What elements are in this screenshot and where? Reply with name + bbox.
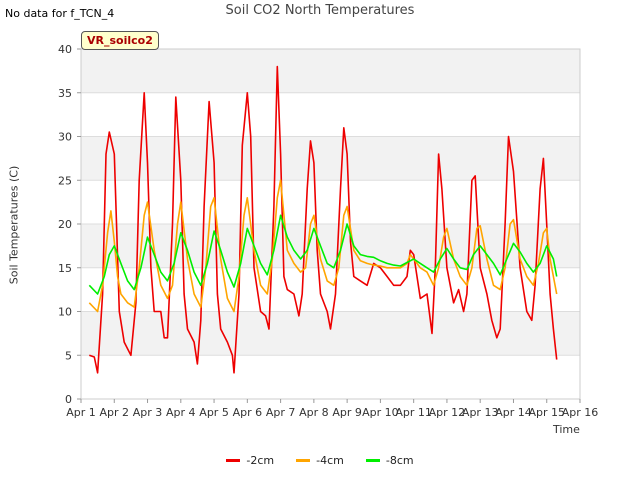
y-tick-label: 15 (58, 262, 72, 275)
x-tick-label: Apr 2 (100, 406, 130, 419)
legend-label-4cm: -4cm (316, 454, 344, 467)
y-tick-label: 35 (58, 87, 72, 100)
series-layer (88, 65, 558, 374)
y-tick-label: 30 (58, 131, 72, 144)
series-line-2cm (89, 65, 558, 374)
x-tick-label: Apr 15 (528, 406, 565, 419)
x-tick-label: Apr 11 (395, 406, 432, 419)
legend-item-8cm: -8cm (365, 454, 414, 467)
x-tick-label: Apr 8 (299, 406, 329, 419)
x-tick-label: Apr 9 (332, 406, 362, 419)
y-tick-label: 5 (65, 349, 72, 362)
legend-label-2cm: -2cm (246, 454, 275, 467)
legend-swatch-2cm (226, 459, 241, 462)
x-tick-label: Apr 14 (495, 406, 532, 419)
y-axis-label-text: Soil Temperatures (C) (7, 165, 21, 285)
x-tick-label: Apr 1 (66, 406, 96, 419)
y-tick-label: 25 (58, 174, 72, 187)
site-label-badge: VR_soilco2 (81, 31, 159, 50)
x-tick-label: Apr 6 (233, 406, 263, 419)
x-tick-label: Apr 13 (462, 406, 499, 419)
y-tick-label: 0 (65, 393, 72, 406)
plot-band (81, 311, 580, 356)
legend: -2cm -4cm -8cm (0, 454, 640, 467)
x-tick-label: Apr 5 (199, 406, 229, 419)
legend-swatch-4cm (296, 459, 311, 462)
series-line-8cm (88, 214, 558, 295)
chart-title: Soil CO2 North Temperatures (225, 3, 415, 18)
x-tick-label: Apr 7 (266, 406, 296, 419)
y-tick-label: 20 (58, 218, 72, 231)
legend-item-2cm: -2cm (226, 454, 274, 467)
x-tick-label: Apr 4 (166, 406, 196, 419)
plot-band (81, 49, 580, 93)
x-tick-label: Apr 16 (562, 406, 599, 419)
y-tick-label: 10 (58, 306, 72, 319)
x-tick-label: Apr 3 (133, 406, 163, 419)
x-tick-label: Apr 10 (362, 406, 399, 419)
legend-label-8cm: -8cm (385, 454, 414, 467)
plot-band (81, 224, 580, 268)
y-tick-label: 40 (58, 43, 72, 56)
no-data-note: No data for f_TCN_4 (5, 7, 115, 20)
x-axis-label: Time (553, 423, 580, 436)
x-tick-label: Apr 12 (429, 406, 466, 419)
legend-swatch-8cm (365, 459, 380, 462)
legend-item-4cm: -4cm (296, 454, 344, 467)
plot-band (81, 136, 580, 181)
